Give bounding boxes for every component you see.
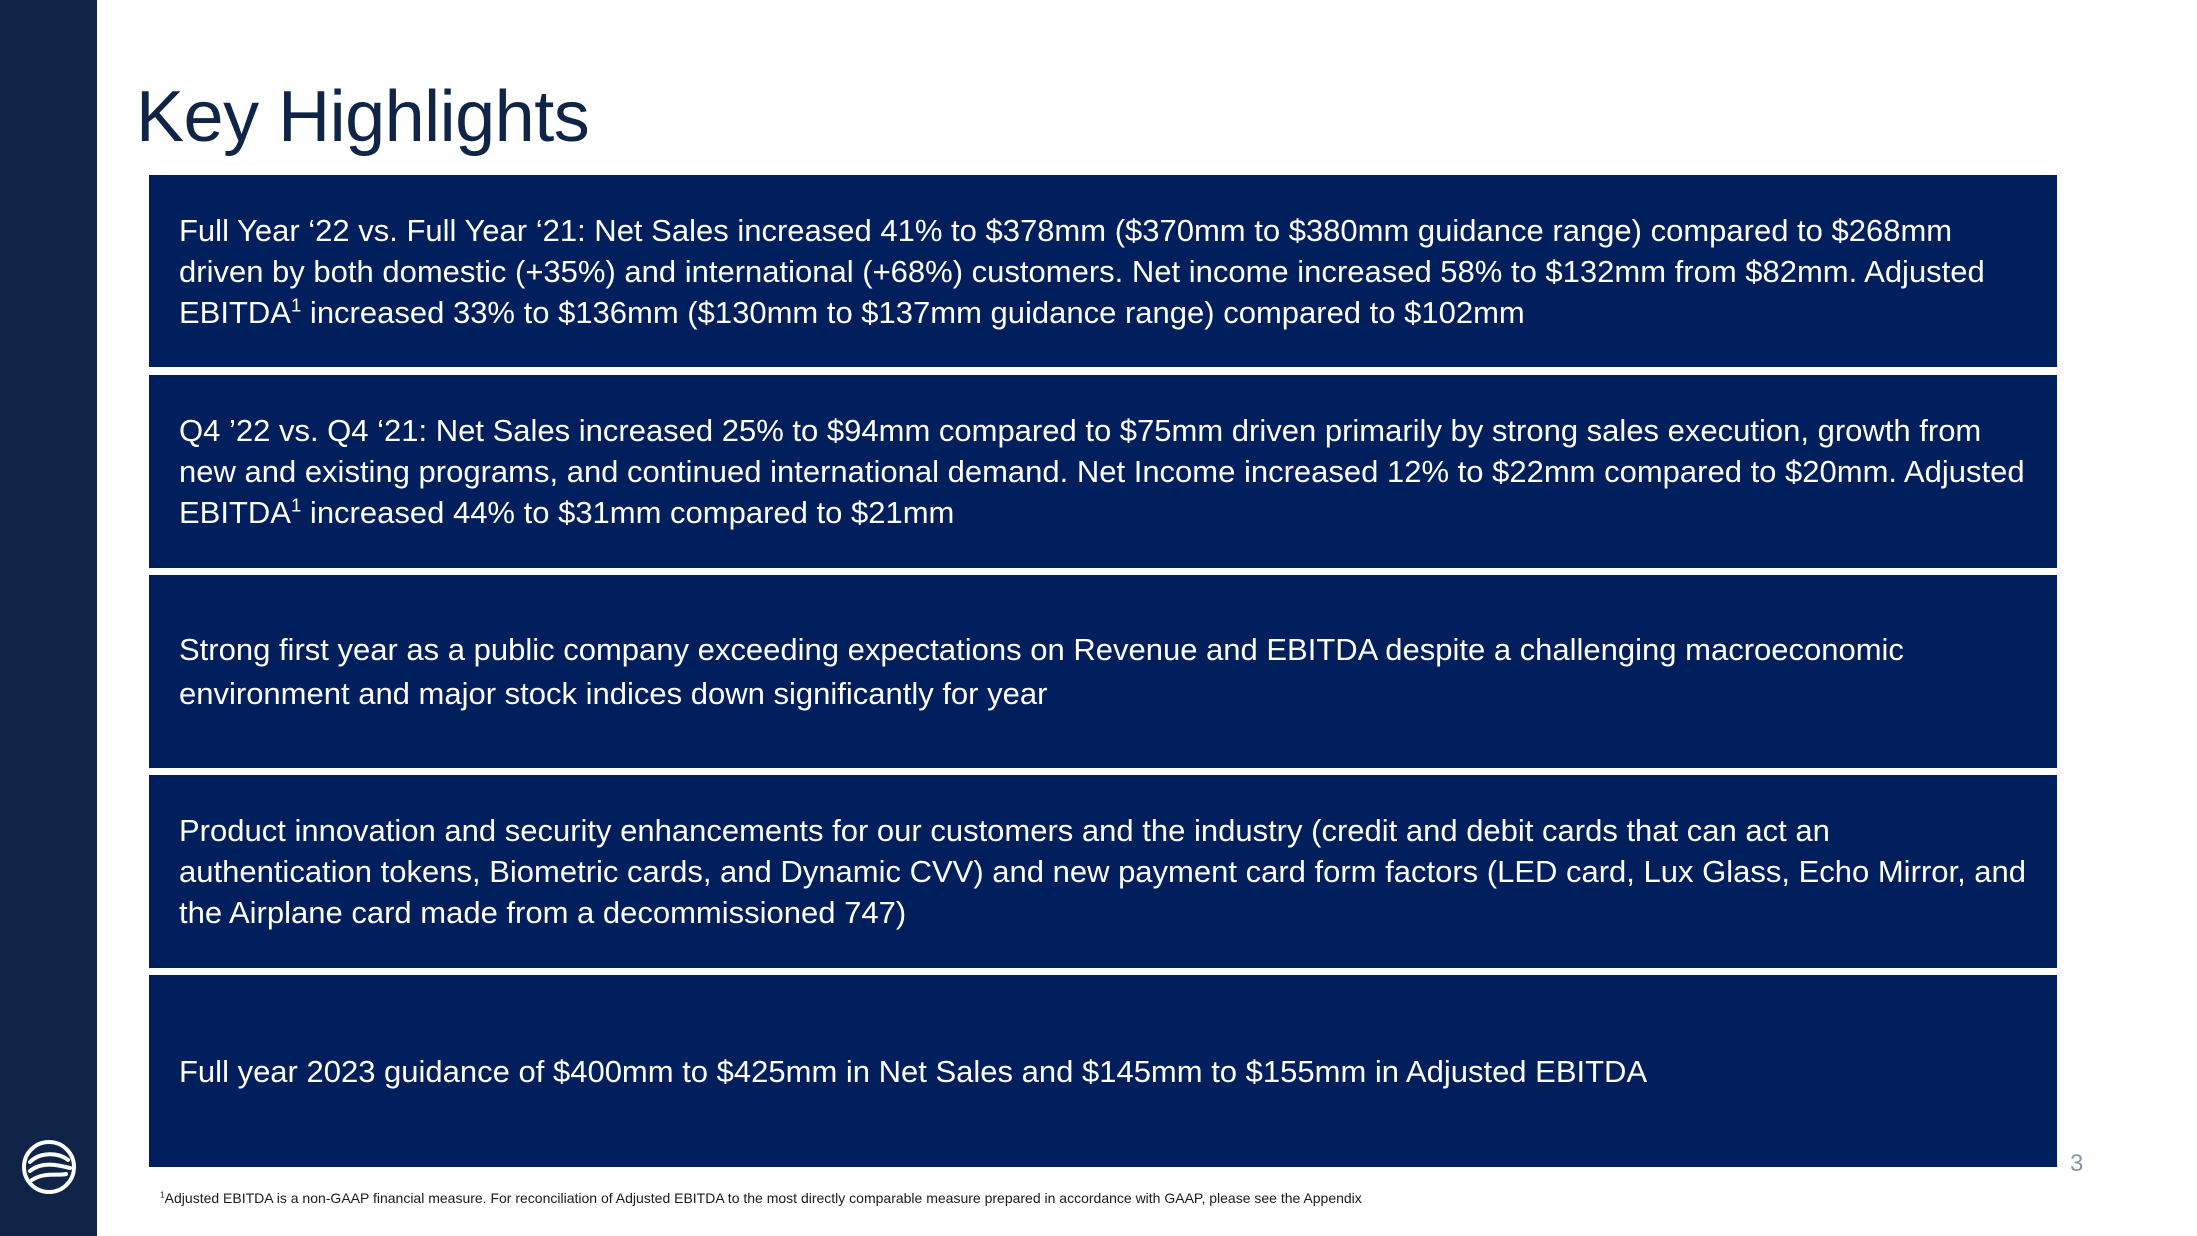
highlight-text: Full Year ‘22 vs. Full Year ‘21: Net Sal… [179,210,2027,333]
highlight-panel-guidance: Full year 2023 guidance of $400mm to $42… [149,975,2057,1167]
page-number: 3 [2070,1150,2084,1177]
highlight-text-part: Q4 ’22 vs. Q4 ‘21: Net Sales increased 2… [179,413,2025,530]
sidebar [0,0,97,1236]
highlight-panel-product-innovation: Product innovation and security enhancem… [149,775,2057,968]
highlight-text-part: increased 33% to $136mm ($130mm to $137m… [301,294,1525,330]
footnote-marker: 1 [290,294,302,316]
highlight-panel-q4: Q4 ’22 vs. Q4 ‘21: Net Sales increased 2… [149,375,2057,568]
highlight-panel-first-year: Strong first year as a public company ex… [149,575,2057,768]
footnote: 1Adjusted EBITDA is a non-GAAP financial… [160,1190,1362,1206]
footnote-marker: 1 [160,1189,165,1200]
highlight-text: Strong first year as a public company ex… [179,631,1904,711]
highlight-text: Full year 2023 guidance of $400mm to $42… [179,1053,1648,1089]
highlight-panel-full-year: Full Year ‘22 vs. Full Year ‘21: Net Sal… [149,175,2057,367]
highlight-text-part: Full Year ‘22 vs. Full Year ‘21: Net Sal… [179,212,1985,330]
highlight-text: Product innovation and security enhancem… [179,813,2027,930]
highlight-text: Q4 ’22 vs. Q4 ‘21: Net Sales increased 2… [179,410,2027,533]
footnote-text: Adjusted EBITDA is a non-GAAP financial … [164,1190,1362,1206]
page-title: Key Highlights [136,77,590,157]
footnote-marker: 1 [290,494,302,516]
company-logo-icon [22,1140,76,1194]
highlight-text-part: increased 44% to $31mm compared to $21mm [301,495,955,530]
